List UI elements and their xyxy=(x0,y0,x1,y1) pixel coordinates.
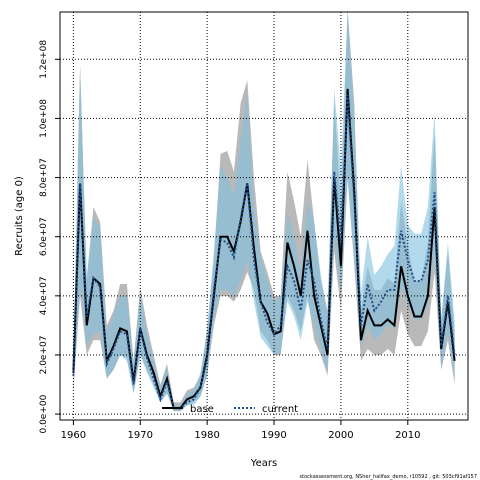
y-tick-label: 2.0e+07 xyxy=(39,336,49,375)
x-tick-label: 1960 xyxy=(61,430,86,441)
confidence-bands xyxy=(73,9,455,412)
x-tick-label: 2000 xyxy=(328,430,353,441)
legend-base-label: base xyxy=(190,404,214,415)
x-tick-label: 1970 xyxy=(128,430,153,441)
y-tick-label: 1.0e+08 xyxy=(39,99,49,138)
x-tick-label: 2010 xyxy=(395,430,420,441)
y-axis-ticks: 0.0e+00 2.0e+07 4.0e+07 6.0e+07 8.0e+07 1.0e+… xyxy=(39,40,60,434)
x-tick-label: 1990 xyxy=(261,430,286,441)
x-tick-label: 1980 xyxy=(194,430,219,441)
line-base xyxy=(72,88,456,410)
y-tick-label: 0.0e+00 xyxy=(39,394,49,433)
legend: base current xyxy=(162,404,298,415)
band-current xyxy=(73,12,455,412)
y-axis-label: Recruits (age 0) xyxy=(14,176,25,256)
legend-current-label: current xyxy=(262,404,298,415)
footer-credit: stockassessment.org, NSher_halifax_demo,… xyxy=(300,474,477,480)
series-lines xyxy=(72,88,456,410)
x-axis-label: Years xyxy=(250,458,277,469)
line-current xyxy=(72,94,456,410)
x-axis-ticks: 1960 1970 1980 1990 2000 2010 xyxy=(61,420,421,441)
y-tick-label: 8.0e+07 xyxy=(39,158,49,197)
y-tick-label: 4.0e+07 xyxy=(39,276,49,315)
plot-frame xyxy=(59,11,469,421)
y-tick-label: 1.2e+08 xyxy=(39,40,49,79)
y-tick-label: 6.0e+07 xyxy=(39,217,49,256)
